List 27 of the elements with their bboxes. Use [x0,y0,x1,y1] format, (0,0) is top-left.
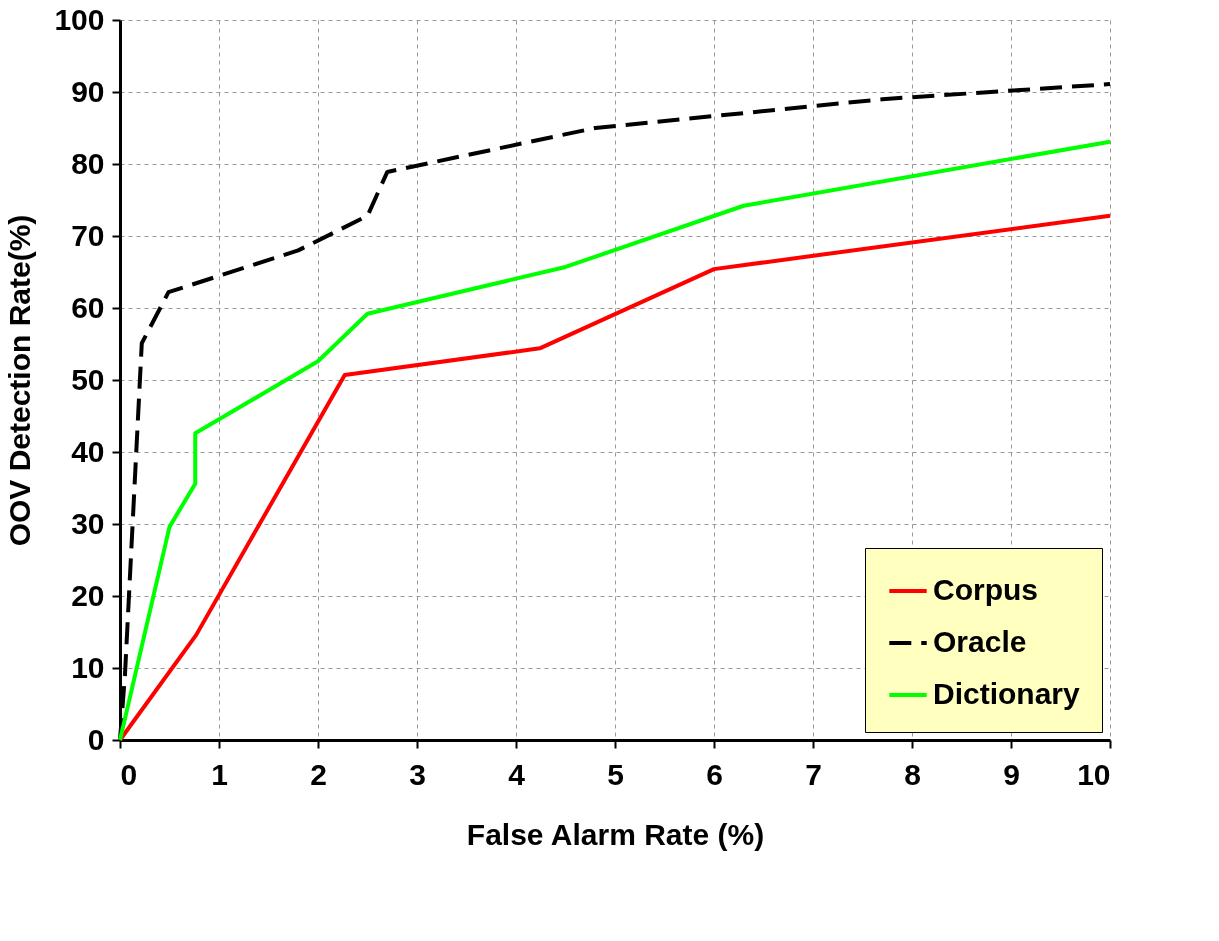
y-tick-label: 0 [87,722,105,756]
y-tick-label: 70 [71,218,105,252]
x-tick-label: 6 [706,757,723,791]
x-tick-label: 4 [508,757,526,791]
legend-label: Corpus [933,573,1038,606]
y-tick-label: 10 [71,650,105,684]
y-tick-label: 90 [71,74,105,108]
x-tick-label: 10 [1077,757,1111,791]
legend-label: Oracle [933,625,1027,658]
y-axis-title: OOV Detection Rate(%) [3,214,37,547]
y-tick-label: 60 [71,290,105,324]
x-tick-label: 0 [120,757,138,791]
x-tick-label: 9 [1003,757,1020,791]
x-tick-label: 5 [607,757,624,791]
y-tick-label: 40 [71,434,105,468]
y-tick-label: 100 [54,2,105,36]
legend-label: Dictionary [933,677,1081,710]
y-tick-label: 50 [71,362,105,396]
y-tick-label: 30 [71,506,105,540]
y-tick-label: 20 [71,578,105,612]
x-tick-label: 1 [211,757,228,791]
x-tick-label: 7 [805,757,822,791]
x-tick-label: 3 [409,757,426,791]
x-tick-label: 8 [904,757,921,791]
x-tick-label: 2 [310,757,327,791]
x-axis-title: False Alarm Rate (%) [466,817,765,851]
y-tick-label: 80 [71,146,105,180]
